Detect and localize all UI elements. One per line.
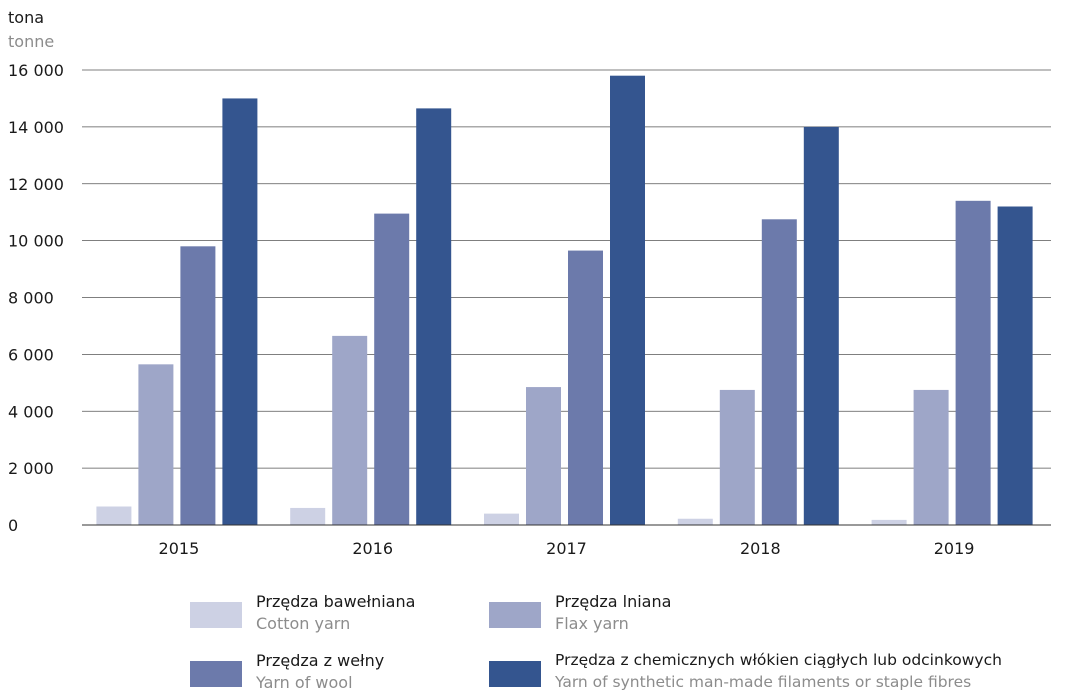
legend-label: Przędza bawełniana <box>256 592 416 611</box>
bar <box>955 200 991 525</box>
legend-label-english: Flax yarn <box>555 614 629 633</box>
bar <box>526 387 561 525</box>
legend-label-english: Yarn of wool <box>256 673 353 692</box>
y-tick-label: 10 000 <box>8 232 64 251</box>
y-tick-label: 6 000 <box>8 345 54 364</box>
bar <box>610 75 645 525</box>
y-axis-unit-label-english: tonne <box>8 32 55 51</box>
legend-label: Przędza lniana <box>555 592 672 611</box>
y-tick-label: 4 000 <box>8 402 54 421</box>
bar <box>416 108 452 525</box>
bar <box>374 213 410 525</box>
x-tick-label: 2019 <box>934 539 975 558</box>
legend-label: Przędza z chemicznych włókien ciągłych l… <box>555 651 1002 669</box>
legend-swatch <box>489 602 541 628</box>
y-tick-label: 8 000 <box>8 289 54 308</box>
bar <box>871 519 907 525</box>
legend-label: Przędza z wełny <box>256 651 385 670</box>
y-tick-label: 14 000 <box>8 118 64 137</box>
bar <box>997 206 1033 525</box>
bar <box>719 389 755 525</box>
legend-swatch <box>190 602 242 628</box>
bar <box>913 389 949 525</box>
y-tick-label: 0 <box>8 516 18 535</box>
bar <box>677 518 713 525</box>
x-tick-label: 2015 <box>159 539 200 558</box>
bar <box>761 219 797 525</box>
y-tick-label: 12 000 <box>8 175 64 194</box>
legend-label-english: Yarn of synthetic man-made filaments or … <box>555 673 972 691</box>
bar <box>222 98 258 525</box>
bar <box>96 506 132 525</box>
bar <box>568 250 603 525</box>
x-tick-label: 2016 <box>352 539 393 558</box>
legend-swatch <box>489 661 541 687</box>
bar <box>484 513 519 525</box>
y-tick-label: 16 000 <box>8 61 64 80</box>
bar <box>180 246 216 525</box>
x-tick-label: 2017 <box>546 539 587 558</box>
bar <box>332 335 368 525</box>
bar <box>803 126 839 525</box>
legend-swatch <box>190 661 242 687</box>
y-tick-label: 2 000 <box>8 459 54 478</box>
bar <box>290 507 326 525</box>
legend-label-english: Cotton yarn <box>256 614 351 633</box>
y-axis-unit-label: tona <box>8 8 45 27</box>
bar <box>138 364 174 525</box>
x-tick-label: 2018 <box>740 539 781 558</box>
